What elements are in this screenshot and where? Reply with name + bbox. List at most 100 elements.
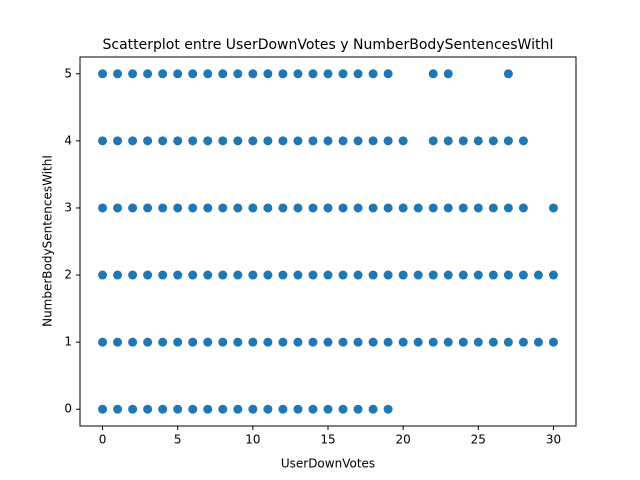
point: [383, 337, 393, 347]
point: [428, 69, 438, 79]
point: [353, 270, 363, 280]
point: [218, 69, 228, 79]
point: [383, 203, 393, 213]
point: [173, 270, 183, 280]
point: [188, 69, 198, 79]
point: [248, 270, 258, 280]
point: [278, 69, 288, 79]
point: [488, 203, 498, 213]
point: [473, 136, 483, 146]
point: [353, 136, 363, 146]
point: [323, 270, 333, 280]
point: [173, 136, 183, 146]
point: [308, 404, 318, 414]
point: [458, 203, 468, 213]
point: [338, 203, 348, 213]
point: [338, 404, 348, 414]
point: [518, 203, 528, 213]
point: [308, 136, 318, 146]
point: [413, 270, 423, 280]
point: [503, 337, 513, 347]
point: [113, 203, 123, 213]
point: [548, 270, 558, 280]
point: [158, 270, 168, 280]
point: [368, 270, 378, 280]
point: [368, 136, 378, 146]
point: [218, 404, 228, 414]
point: [428, 136, 438, 146]
y-tick-label: 1: [64, 335, 72, 349]
point: [158, 404, 168, 414]
point: [443, 203, 453, 213]
point: [98, 404, 108, 414]
point: [488, 270, 498, 280]
point: [278, 203, 288, 213]
point: [98, 337, 108, 347]
point: [368, 203, 378, 213]
point: [128, 69, 138, 79]
point: [338, 270, 348, 280]
point: [143, 203, 153, 213]
x-tick-label: 30: [546, 433, 561, 447]
point: [458, 136, 468, 146]
point: [368, 69, 378, 79]
point: [248, 203, 258, 213]
point: [218, 136, 228, 146]
point: [323, 337, 333, 347]
point: [113, 69, 123, 79]
point: [518, 136, 528, 146]
point: [278, 136, 288, 146]
point: [263, 203, 273, 213]
point: [338, 136, 348, 146]
point: [233, 404, 243, 414]
point: [383, 270, 393, 280]
point: [263, 136, 273, 146]
point: [158, 136, 168, 146]
point: [113, 136, 123, 146]
point: [293, 270, 303, 280]
y-tick-label: 0: [64, 402, 72, 416]
point: [413, 337, 423, 347]
x-tick-label: 20: [396, 433, 411, 447]
point: [383, 69, 393, 79]
point: [443, 337, 453, 347]
point: [263, 270, 273, 280]
point: [368, 337, 378, 347]
point: [503, 69, 513, 79]
point: [203, 69, 213, 79]
point: [323, 136, 333, 146]
x-tick-label: 25: [471, 433, 486, 447]
point: [113, 270, 123, 280]
x-axis-label: UserDownVotes: [281, 457, 375, 471]
point: [308, 270, 318, 280]
point: [428, 270, 438, 280]
point: [383, 136, 393, 146]
point: [188, 337, 198, 347]
point: [128, 203, 138, 213]
point: [233, 136, 243, 146]
point: [473, 270, 483, 280]
point: [308, 203, 318, 213]
point: [158, 337, 168, 347]
point: [98, 270, 108, 280]
point: [428, 337, 438, 347]
plot-frame: [79, 56, 577, 427]
point: [323, 69, 333, 79]
point: [128, 136, 138, 146]
point: [458, 270, 468, 280]
point: [143, 136, 153, 146]
point: [398, 203, 408, 213]
point: [293, 404, 303, 414]
point: [128, 270, 138, 280]
point: [518, 270, 528, 280]
point: [293, 337, 303, 347]
point: [293, 203, 303, 213]
point: [143, 69, 153, 79]
point: [308, 337, 318, 347]
point: [413, 203, 423, 213]
point: [293, 69, 303, 79]
point: [98, 203, 108, 213]
point: [158, 69, 168, 79]
y-tick-label: 2: [64, 268, 72, 282]
point: [503, 270, 513, 280]
